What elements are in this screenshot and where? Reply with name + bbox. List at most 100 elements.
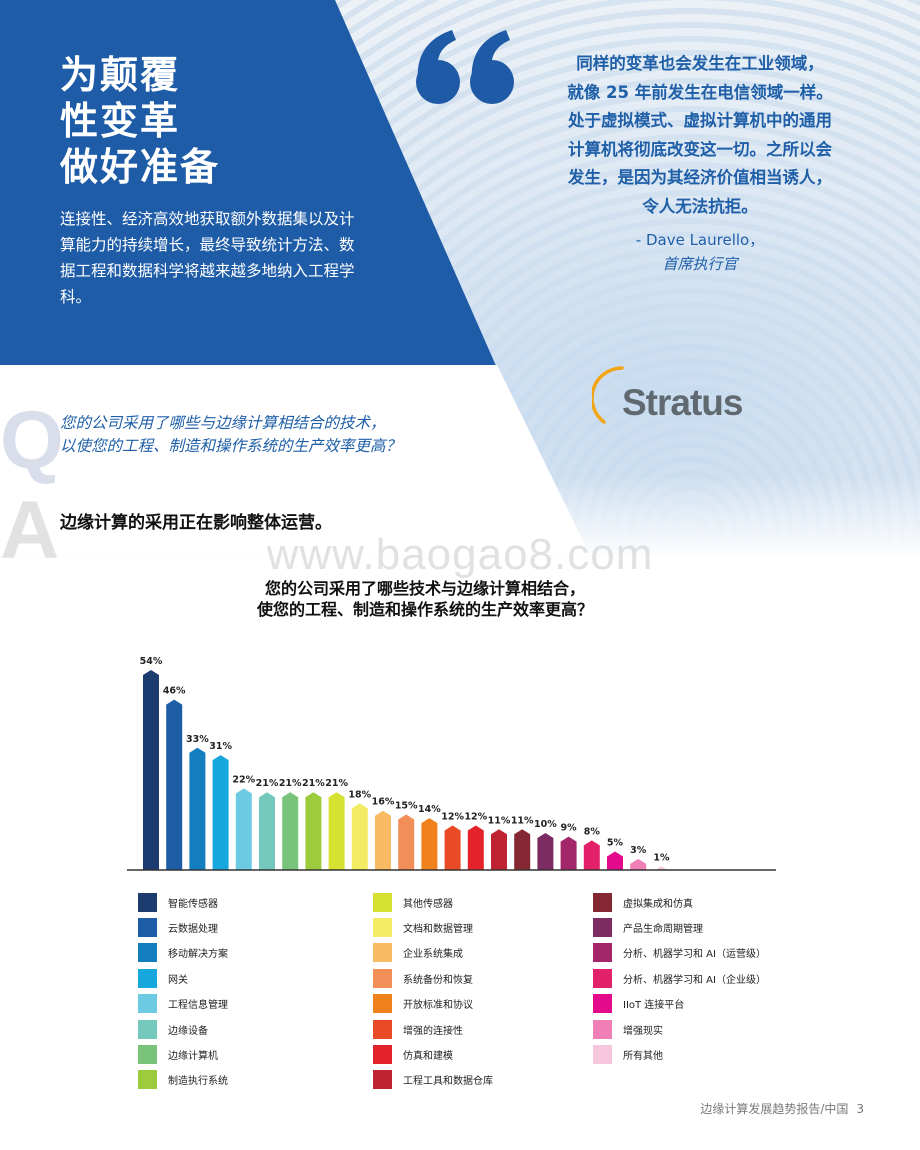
quote-text: 同样的变革也会发生在工业领域， 就像 25 年前发生在电信领域一样。 处于虚拟模… [567, 54, 833, 216]
legend-label: 制造执行系统 [168, 1076, 228, 1088]
chart-data-label: 16% [372, 797, 395, 808]
legend-swatch [373, 994, 392, 1014]
stratus-logo-text: Stratus [622, 382, 743, 423]
hero-blue-wedge [0, 0, 497, 368]
legend-swatch [593, 968, 612, 988]
chart-bar [351, 803, 368, 870]
chart-bar [235, 788, 252, 870]
page-footer: 边缘计算发展趋势报告/中国 3 [700, 1100, 864, 1117]
legend-label: 增强的连接性 [403, 1025, 463, 1037]
legend-item: 边缘设备 [138, 1019, 208, 1039]
legend-label: 虚拟集成和仿真 [623, 898, 693, 910]
legend-swatch [138, 1044, 157, 1064]
legend-label: 所有其他 [623, 1050, 663, 1062]
legend-swatch [138, 968, 157, 988]
legend-item: 企业系统集成 [373, 943, 463, 963]
legend-label: 工程工具和数据仓库 [403, 1076, 493, 1088]
legend-item: 其他传感器 [373, 892, 453, 912]
legend-swatch [138, 943, 157, 963]
chart-bar [189, 747, 206, 870]
legend-item: 系统备份和恢复 [373, 968, 473, 988]
legend-item: 分析、机器学习和 AI（企业级） [593, 968, 766, 988]
legend-swatch [593, 994, 612, 1014]
legend-item: 产品生命周期管理 [593, 917, 703, 937]
chart-bar [560, 836, 577, 870]
chart-data-label: 11% [488, 815, 511, 826]
chart-data-label: 21% [256, 778, 279, 789]
legend-label: 产品生命周期管理 [623, 923, 703, 935]
legend-item: IIoT 连接平台 [593, 994, 684, 1014]
chart-data-label: 5% [607, 837, 624, 848]
chart-bar [282, 792, 299, 870]
legend-item: 工程工具和数据仓库 [373, 1070, 493, 1090]
legend-item: 开放标准和协议 [373, 994, 473, 1014]
chart-data-label: 1% [653, 852, 670, 863]
legend-label: 分析、机器学习和 AI（企业级） [623, 974, 766, 986]
legend-label: 网关 [168, 974, 188, 986]
legend-item: 增强现实 [593, 1019, 663, 1039]
chart-bar [328, 792, 345, 870]
legend-label: 边缘计算机 [168, 1050, 218, 1062]
legend-swatch [138, 994, 157, 1014]
legend-swatch [373, 1070, 392, 1090]
legend-item: 工程信息管理 [138, 994, 228, 1014]
chart-bar [491, 829, 507, 870]
chart-data-label: 15% [395, 800, 418, 811]
legend-label: 开放标准和协议 [403, 1000, 473, 1012]
legend-item: 分析、机器学习和 AI（运营级） [593, 943, 766, 963]
chart-data-label: 21% [279, 778, 302, 789]
legend-label: 分析、机器学习和 AI（运营级） [623, 949, 766, 961]
legend-item: 边缘计算机 [138, 1044, 218, 1064]
chart-data-label: 10% [534, 819, 557, 830]
legend-label: 仿真和建模 [403, 1050, 453, 1062]
legend-label: 云数据处理 [168, 923, 218, 935]
chart-bar [305, 792, 322, 870]
chart-bar [537, 832, 554, 870]
legend-label: 增强现实 [623, 1025, 663, 1037]
chart-data-label: 33% [186, 734, 209, 745]
legend-label: 企业系统集成 [403, 949, 463, 961]
legend-label: IIoT 连接平台 [623, 1000, 685, 1012]
chart-data-label: 12% [464, 812, 487, 823]
watermark: www.baogao8.com [266, 530, 654, 579]
chart-data-label: 8% [584, 826, 601, 837]
legend-swatch [373, 1044, 392, 1064]
chart-data-label: 14% [418, 804, 441, 815]
chart-bar [444, 825, 461, 870]
chart-bar [607, 851, 623, 870]
legend-swatch [593, 917, 612, 937]
legend-swatch [373, 943, 392, 963]
quotation-mark-icon [416, 30, 514, 104]
qa-question: 您的公司采用了哪些与边缘计算相结合的技术， 以使您的工程、制造和操作系统的生产效… [60, 414, 402, 455]
qa-q-letter: Q [0, 395, 64, 486]
chart-bar [583, 840, 600, 870]
legend-swatch [373, 892, 392, 912]
chart-bar [421, 818, 438, 870]
chart-bar [398, 814, 415, 870]
hero-body-text: 连接性、经济高效地获取额外数据集以及计算能力的持续增长，最终导致统计方法、数据工… [60, 210, 355, 306]
qa-answer: 边缘计算的采用正在影响整体运营。 [60, 513, 332, 533]
legend-swatch [373, 917, 392, 937]
hero-title: 为颠覆 性变革 做好准备 [60, 53, 221, 189]
legend-swatch [593, 892, 612, 912]
footer-text: 边缘计算发展趋势报告/中国 [700, 1102, 849, 1116]
chart-data-label: 54% [140, 656, 163, 667]
legend-item: 智能传感器 [138, 892, 218, 912]
legend-swatch [138, 1070, 157, 1090]
legend-label: 移动解决方案 [168, 949, 228, 961]
legend-label: 其他传感器 [403, 898, 453, 910]
legend-swatch [593, 1019, 612, 1039]
legend-swatch [593, 943, 612, 963]
chart-data-label: 31% [209, 741, 232, 752]
legend-item: 虚拟集成和仿真 [593, 892, 693, 912]
legend-label: 文档和数据管理 [403, 923, 473, 935]
chart-bar [467, 825, 484, 870]
legend-item: 移动解决方案 [138, 943, 228, 963]
legend-item: 文档和数据管理 [373, 917, 473, 937]
legend-label: 工程信息管理 [168, 1000, 228, 1012]
chart-bar [212, 755, 229, 870]
quote-author: - Dave Laurello， [635, 231, 765, 249]
legend-swatch [138, 892, 157, 912]
chart-bar [653, 866, 670, 872]
chart-bar [143, 670, 159, 870]
